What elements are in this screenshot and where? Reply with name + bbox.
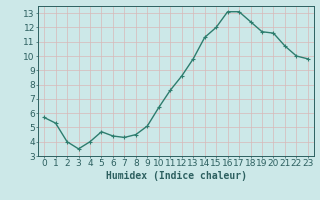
X-axis label: Humidex (Indice chaleur): Humidex (Indice chaleur) [106,171,246,181]
